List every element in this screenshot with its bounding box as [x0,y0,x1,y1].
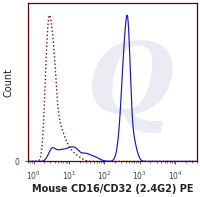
Text: Q: Q [86,37,173,134]
X-axis label: Mouse CD16/CD32 (2.4G2) PE: Mouse CD16/CD32 (2.4G2) PE [32,184,193,193]
Y-axis label: Count: Count [3,68,13,97]
